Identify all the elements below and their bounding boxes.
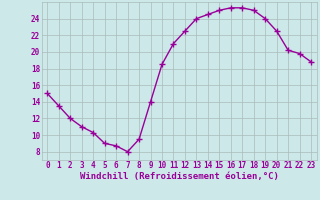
X-axis label: Windchill (Refroidissement éolien,°C): Windchill (Refroidissement éolien,°C) xyxy=(80,172,279,181)
